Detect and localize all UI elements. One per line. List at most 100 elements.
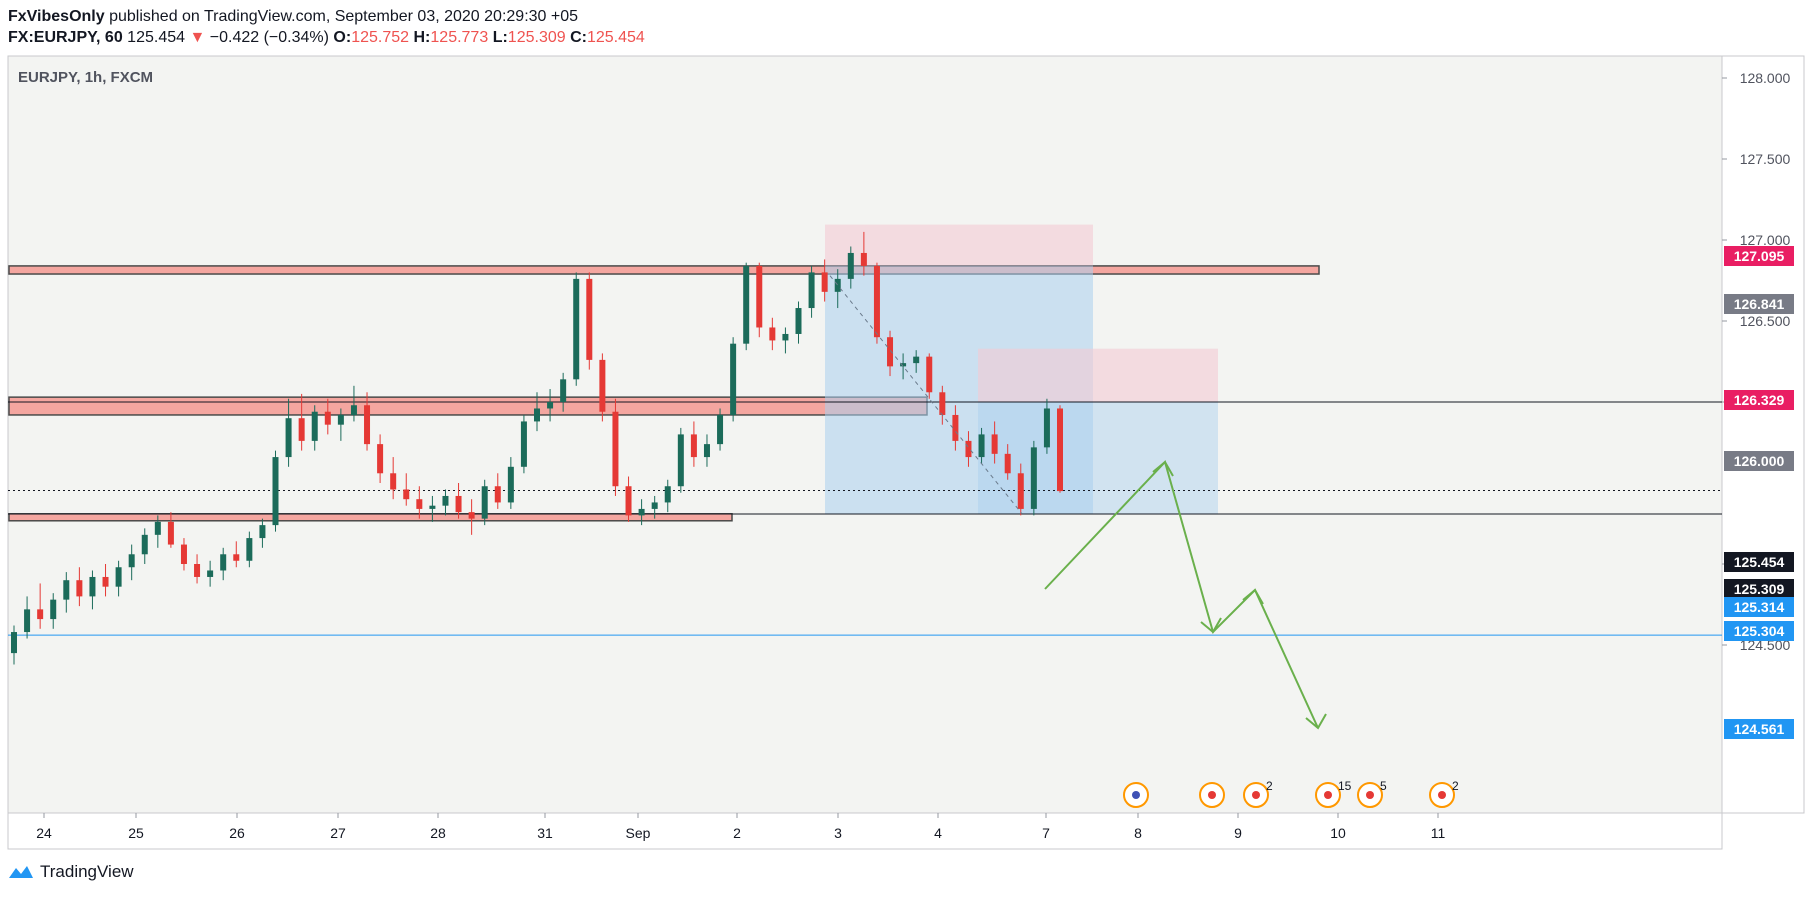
event-count-2: 2 bbox=[1266, 779, 1273, 793]
candle-body-54 bbox=[717, 414, 724, 445]
high-value: 125.773 bbox=[430, 29, 489, 46]
candle-body-39 bbox=[520, 421, 527, 467]
price-label-bg-0 bbox=[1724, 246, 1794, 266]
low-label: L: bbox=[492, 29, 508, 46]
x-tick-label-9: 4 bbox=[934, 825, 942, 841]
author-name[interactable]: FxVibesOnly bbox=[8, 8, 105, 25]
candle-body-56 bbox=[743, 265, 750, 344]
candle-body-40 bbox=[534, 408, 540, 422]
candle-body-47 bbox=[625, 486, 632, 516]
candle-body-16 bbox=[220, 554, 227, 571]
candle-body-76 bbox=[1004, 453, 1011, 474]
candle-body-14 bbox=[194, 564, 201, 577]
x-tick-label-7: 2 bbox=[733, 825, 741, 841]
candle-body-12 bbox=[167, 521, 174, 545]
ohlc-bar: FX:EURJPY, 60 125.454 ▼ −0.422 (−0.34%) … bbox=[8, 29, 645, 47]
price-label-bg-3 bbox=[1724, 451, 1794, 471]
candle-body-6 bbox=[89, 576, 96, 597]
candle-body-18 bbox=[246, 538, 253, 561]
high-label: H: bbox=[413, 29, 431, 46]
candle-body-58 bbox=[769, 327, 776, 341]
x-tick-label-13: 10 bbox=[1330, 825, 1346, 841]
symbol-label: FX:EURJPY, 60 bbox=[8, 29, 123, 46]
candle-body-42 bbox=[560, 379, 567, 402]
candle-body-80 bbox=[1057, 408, 1063, 492]
event-count-5: 2 bbox=[1452, 779, 1459, 793]
resistance-zone-1 bbox=[8, 396, 928, 416]
candle-body-34 bbox=[455, 495, 462, 513]
time-axis[interactable] bbox=[7, 812, 1723, 850]
candle-body-2 bbox=[37, 609, 44, 620]
candle-body-48 bbox=[638, 508, 645, 516]
brand-name: TradingView bbox=[40, 862, 134, 881]
candle-body-31 bbox=[416, 499, 423, 509]
event-count-4: 5 bbox=[1380, 779, 1387, 793]
x-tick-label-1: 25 bbox=[128, 825, 144, 841]
candle-body-60 bbox=[795, 308, 802, 334]
candle-body-20 bbox=[272, 457, 279, 526]
x-tick-label-0: 24 bbox=[36, 825, 52, 841]
candle-body-45 bbox=[599, 359, 606, 412]
footer-brand[interactable]: TradingView bbox=[8, 862, 134, 882]
x-tick-label-12: 9 bbox=[1234, 825, 1242, 841]
candle-body-63 bbox=[834, 278, 841, 292]
price-axis[interactable] bbox=[1721, 55, 1805, 814]
arrow-head-3 bbox=[1305, 713, 1327, 730]
down-arrow-icon: ▼ bbox=[189, 29, 206, 46]
y-tick-label-1: 127.500 bbox=[1740, 151, 1791, 167]
candle-body-77 bbox=[1017, 473, 1024, 509]
close-label: C: bbox=[570, 29, 587, 46]
price-label-4: 125.454 bbox=[1734, 554, 1785, 570]
short-position-stop-zone bbox=[825, 224, 1093, 266]
candle-body-7 bbox=[102, 576, 109, 587]
event-count-3: 15 bbox=[1338, 779, 1352, 793]
low-value: 125.309 bbox=[507, 29, 566, 46]
price-label-5: 125.309 bbox=[1734, 581, 1785, 597]
price-label-1: 126.841 bbox=[1734, 296, 1785, 312]
candle-body-75 bbox=[991, 434, 998, 454]
candle-body-51 bbox=[677, 434, 684, 487]
candle-body-41 bbox=[547, 402, 554, 409]
x-tick-label-2: 26 bbox=[229, 825, 245, 841]
candle-body-33 bbox=[442, 495, 449, 506]
tradingview-logo-icon bbox=[9, 866, 33, 878]
price-label-bg-4 bbox=[1724, 552, 1794, 572]
x-tick-label-6: Sep bbox=[626, 825, 651, 841]
candle-body-44 bbox=[586, 278, 593, 360]
candle-body-72 bbox=[952, 414, 959, 441]
x-tick-label-11: 8 bbox=[1134, 825, 1142, 841]
candle-body-32 bbox=[429, 505, 436, 509]
candle-body-30 bbox=[403, 489, 410, 500]
candle-body-5 bbox=[76, 580, 83, 597]
candle-body-59 bbox=[782, 333, 789, 341]
x-tick-label-8: 3 bbox=[834, 825, 842, 841]
arrow-head-0 bbox=[1152, 460, 1174, 477]
event-dot-3 bbox=[1324, 791, 1332, 799]
price-label-bg-1 bbox=[1724, 294, 1794, 314]
candle-body-65 bbox=[860, 252, 867, 266]
y-tick-label-3: 126.500 bbox=[1740, 313, 1791, 329]
candle-body-62 bbox=[821, 272, 828, 292]
candle-body-8 bbox=[115, 567, 122, 587]
candle-body-3 bbox=[50, 599, 57, 620]
candle-body-1 bbox=[24, 609, 31, 633]
chart-title: EURJPY, 1h, FXCM bbox=[18, 69, 153, 86]
candle-body-61 bbox=[808, 272, 815, 309]
candle-body-13 bbox=[180, 544, 187, 564]
price-label-bg-8 bbox=[1724, 719, 1794, 739]
last-price: 125.454 bbox=[127, 29, 186, 46]
candle-body-15 bbox=[207, 570, 214, 577]
price-label-bg-6 bbox=[1724, 597, 1794, 617]
candle-body-55 bbox=[730, 343, 737, 415]
candle-body-57 bbox=[756, 265, 763, 328]
candle-body-26 bbox=[350, 405, 357, 415]
candle-body-71 bbox=[939, 392, 946, 415]
resistance-zone-0 bbox=[8, 265, 1320, 275]
candle-body-49 bbox=[651, 502, 658, 509]
candle-body-0 bbox=[11, 632, 17, 654]
publish-info: FxVibesOnly published on TradingView.com… bbox=[8, 8, 578, 26]
dashed-trend-line bbox=[829, 275, 1023, 515]
price-label-7: 125.304 bbox=[1734, 623, 1785, 639]
x-tick-label-5: 31 bbox=[537, 825, 553, 841]
